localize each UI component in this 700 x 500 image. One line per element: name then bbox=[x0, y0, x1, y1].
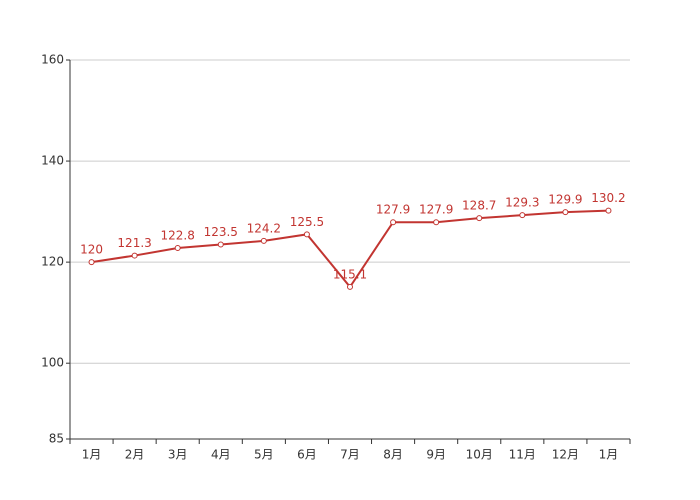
x-tick-label: 5月 bbox=[254, 448, 274, 462]
y-tick-label: 160 bbox=[41, 53, 64, 67]
point bbox=[519, 212, 526, 219]
x-tick-label: 8月 bbox=[383, 448, 403, 462]
data-label: 122.8 bbox=[161, 228, 195, 242]
data-label: 127.9 bbox=[376, 203, 410, 217]
x-tick-label: 4月 bbox=[211, 448, 231, 462]
x-tick-label: 6月 bbox=[297, 448, 317, 462]
x-tick-label: 1月 bbox=[82, 448, 102, 462]
x-tick-label: 2月 bbox=[125, 448, 145, 462]
x-tick-label: 1月 bbox=[599, 448, 619, 462]
point bbox=[88, 259, 95, 266]
x-tick-label: 7月 bbox=[340, 448, 360, 462]
point bbox=[347, 283, 353, 290]
point bbox=[217, 241, 224, 248]
point bbox=[174, 244, 181, 251]
data-label: 129.9 bbox=[548, 193, 582, 207]
point bbox=[562, 209, 569, 216]
data-label: 129.3 bbox=[505, 196, 539, 210]
y-tick-label: 85 bbox=[49, 432, 64, 446]
point bbox=[433, 219, 440, 226]
x-tick-label: 9月 bbox=[426, 448, 446, 462]
x-tick-label: 3月 bbox=[168, 448, 188, 462]
x-tick-label: 11月 bbox=[509, 448, 536, 462]
y-tick-label: 100 bbox=[41, 356, 64, 370]
y-tick-label: 140 bbox=[41, 154, 64, 168]
point bbox=[131, 252, 138, 259]
data-label: 120 bbox=[80, 243, 103, 257]
point bbox=[390, 219, 397, 226]
point bbox=[476, 215, 483, 222]
point bbox=[260, 237, 267, 244]
point bbox=[605, 207, 612, 214]
data-label: 128.7 bbox=[462, 199, 496, 213]
data-label: 125.5 bbox=[290, 215, 324, 229]
y-tick-label: 120 bbox=[41, 255, 64, 269]
data-label: 121.3 bbox=[117, 236, 151, 250]
point bbox=[303, 231, 310, 238]
x-tick-label: 10月 bbox=[466, 448, 493, 462]
data-label: 124.2 bbox=[247, 221, 281, 235]
data-label: 123.5 bbox=[204, 225, 238, 239]
x-tick-label: 12月 bbox=[552, 448, 579, 462]
data-label: 130.2 bbox=[591, 191, 625, 205]
data-label: 127.9 bbox=[419, 203, 453, 217]
data-label: 115.1 bbox=[333, 267, 367, 281]
